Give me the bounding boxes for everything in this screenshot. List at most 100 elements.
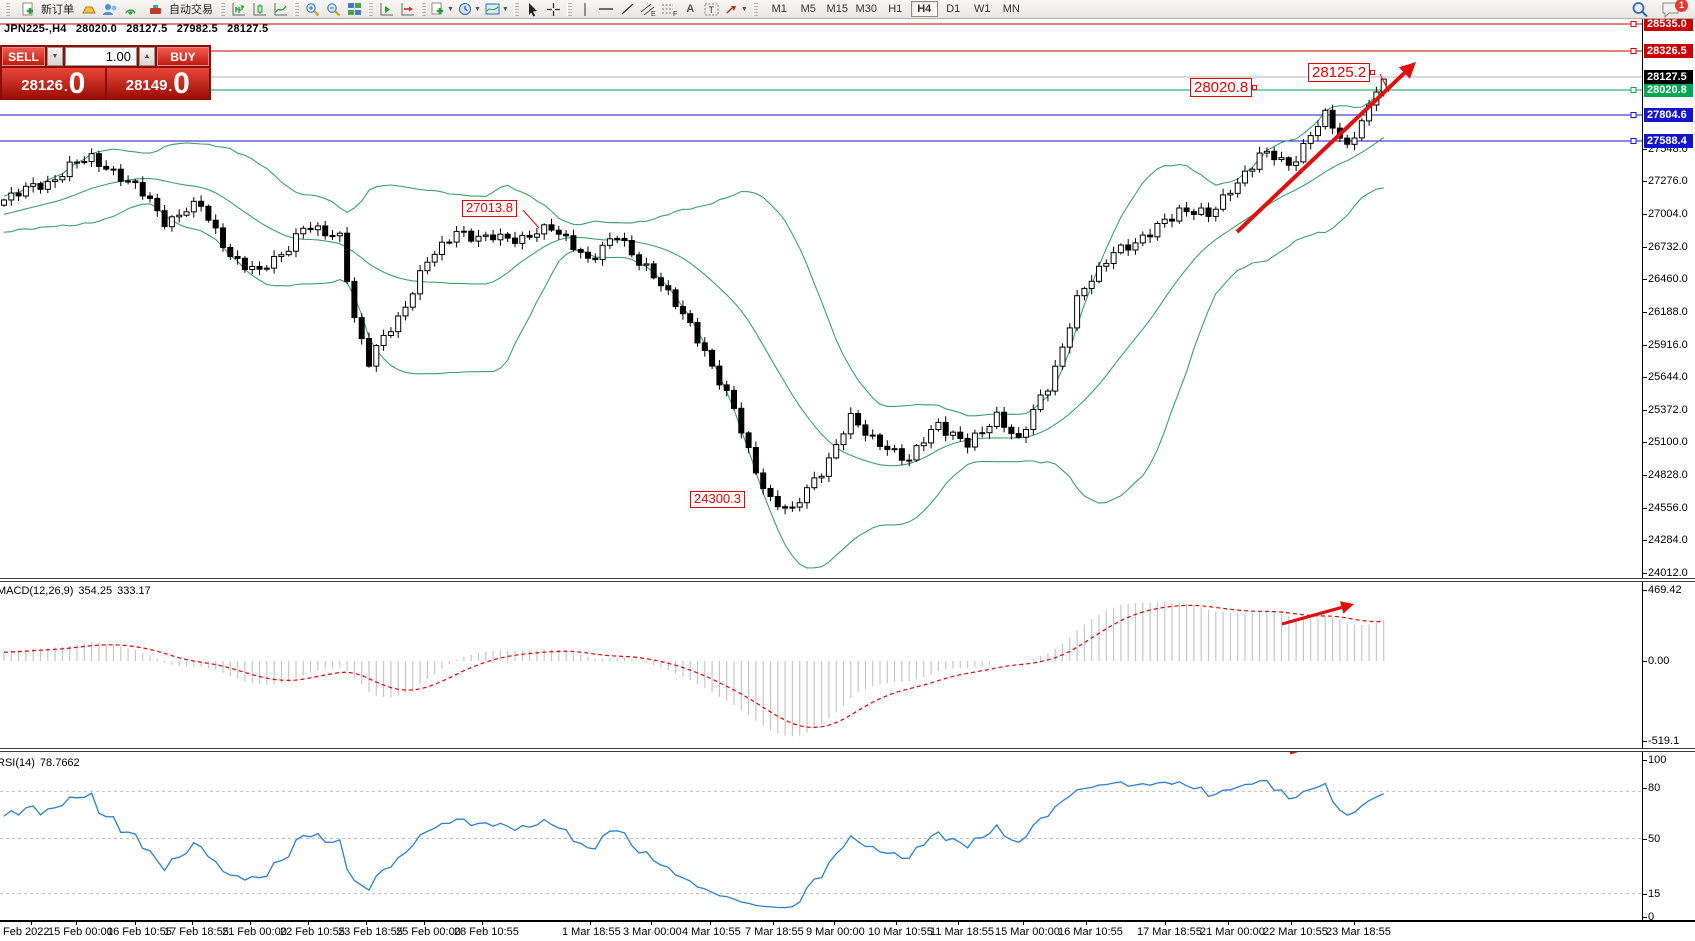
timeframe-button-d1[interactable]: D1 xyxy=(946,3,961,15)
toolbar-grip[interactable] xyxy=(513,2,519,16)
time-tick-mark xyxy=(250,920,251,925)
time-tick-mark xyxy=(1165,920,1166,925)
timeframe-button-h4[interactable]: H4 xyxy=(910,1,938,17)
fibonacci-icon[interactable]: F xyxy=(660,1,679,18)
rsi-tick-label: 100 xyxy=(1648,754,1667,766)
signals-icon[interactable] xyxy=(121,1,140,18)
toolbar-grip[interactable] xyxy=(368,2,373,16)
toolbar-grip[interactable] xyxy=(752,2,758,16)
hline-price-badge[interactable]: 28535.0 xyxy=(1644,17,1693,31)
bollinger-up xyxy=(3,86,1385,417)
candlestick-chart-icon[interactable] xyxy=(250,1,269,18)
new-order-button[interactable]: 新订单 xyxy=(13,1,78,18)
timeframe-button-m1[interactable]: M1 xyxy=(771,3,787,15)
timeframe-button-m30[interactable]: M30 xyxy=(855,3,877,15)
price-annotation[interactable]: 24300.3 xyxy=(690,491,745,508)
vertical-line-icon[interactable] xyxy=(576,1,595,18)
price-annotation[interactable]: 28125.2 xyxy=(1308,63,1376,83)
current-price-badge: 28127.5 xyxy=(1644,70,1693,84)
bar-chart-icon[interactable] xyxy=(229,1,248,18)
time-tick-label: 17 Mar 18:55 xyxy=(1137,926,1202,938)
trend-arrow[interactable] xyxy=(1235,62,1416,234)
text-icon[interactable]: A xyxy=(686,3,695,15)
trend-arrow[interactable] xyxy=(1289,752,1362,755)
toolbar-grip[interactable] xyxy=(294,2,299,16)
hline-price-badge[interactable]: 28326.5 xyxy=(1644,44,1693,58)
line-handle[interactable] xyxy=(1630,138,1637,144)
toolbar-grip[interactable] xyxy=(566,2,572,16)
toolbar-grip[interactable] xyxy=(220,2,225,16)
price-annotation[interactable]: 28020.8 xyxy=(1190,78,1258,98)
buy-price-int: 28149 xyxy=(125,77,168,94)
volume-increase-button[interactable]: ▲ xyxy=(139,47,155,66)
equidistant-channel-icon[interactable]: E xyxy=(639,1,658,18)
timeframe-button-w1[interactable]: W1 xyxy=(974,3,991,15)
symbol-period-label: JPN225-,H4 xyxy=(4,23,67,35)
rsi-tick-label: 15 xyxy=(1648,888,1661,900)
trendline-icon[interactable] xyxy=(618,1,637,18)
timeframe-button-m5[interactable]: M5 xyxy=(800,3,816,15)
macd-tick-mark xyxy=(1642,661,1647,662)
open-value: 28020.0 xyxy=(75,23,117,35)
annotation-handle[interactable] xyxy=(1370,69,1376,75)
time-tick-label: 7 Mar 18:55 xyxy=(745,926,804,938)
toolbar-right: 1 xyxy=(1629,0,1693,18)
price-annotation[interactable]: 27013.8 xyxy=(462,200,517,217)
auto-scroll-icon[interactable] xyxy=(377,1,396,18)
arrows-tool-icon[interactable]: ▼ xyxy=(723,1,749,18)
panel-separator[interactable] xyxy=(0,578,1695,582)
search-icon[interactable] xyxy=(1630,1,1650,18)
hline-price-badge[interactable]: 27588.4 xyxy=(1644,134,1693,148)
time-tick-label: 22 Mar 10:55 xyxy=(1263,926,1328,938)
price-axis-line xyxy=(1642,19,1643,922)
zoom-out-icon[interactable] xyxy=(324,1,343,18)
line-handle[interactable] xyxy=(1630,21,1637,27)
cursor-icon[interactable] xyxy=(523,1,542,18)
community-icon[interactable] xyxy=(100,1,119,18)
time-tick-label: 15 Feb 00:00 xyxy=(48,926,113,938)
timeframe-button-m15[interactable]: M15 xyxy=(826,3,848,15)
gold-market-icon[interactable] xyxy=(79,1,98,18)
hline-price-badge[interactable]: 27804.6 xyxy=(1644,108,1693,122)
panel-separator[interactable] xyxy=(0,748,1695,752)
line-handle[interactable] xyxy=(1630,48,1637,54)
zoom-in-icon[interactable] xyxy=(303,1,322,18)
timeframe-button-h1[interactable]: H1 xyxy=(888,3,903,15)
tile-windows-icon[interactable] xyxy=(345,1,364,18)
main-toolbar: 新订单 自动交易 ▼ ▼ ▼ E F A T ▼ M1 M5 M15 M30 H1 H4 D… xyxy=(0,0,1695,19)
autotrading-button[interactable]: 自动交易 xyxy=(141,1,217,18)
toolbar-grip[interactable] xyxy=(421,2,426,16)
timeframe-button-mn[interactable]: MN xyxy=(1002,3,1020,15)
buy-price-display[interactable]: 28149. 0 xyxy=(106,68,209,99)
price-tick-mark xyxy=(1642,344,1647,346)
hline-price-badge[interactable]: 28020.8 xyxy=(1644,83,1693,97)
price-tick-mark xyxy=(1642,213,1647,215)
volume-input[interactable]: 1.00 xyxy=(65,47,137,66)
volume-decrease-button[interactable]: ▼ xyxy=(47,47,63,66)
chart-shift-icon[interactable] xyxy=(398,1,417,18)
macd-title: MACD(12,26,9) xyxy=(0,585,74,597)
line-handle[interactable] xyxy=(1630,112,1637,118)
macd-tick-label: 469.42 xyxy=(1648,584,1682,596)
templates-icon[interactable]: ▼ xyxy=(484,1,510,18)
sell-price-display[interactable]: 28126. 0 xyxy=(2,68,105,99)
line-chart-icon[interactable] xyxy=(271,1,290,18)
annotation-handle[interactable] xyxy=(1252,84,1258,90)
buy-button[interactable]: BUY xyxy=(157,47,209,66)
periods-icon[interactable]: ▼ xyxy=(457,1,482,18)
sell-price-int: 28126 xyxy=(21,77,63,94)
time-tick-mark xyxy=(31,920,32,925)
new-chart-icon[interactable]: ▼ xyxy=(430,1,455,18)
notifications-icon[interactable]: 1 xyxy=(1660,0,1688,18)
price-chart[interactable] xyxy=(0,19,1642,578)
rsi-title: RSI(14) xyxy=(0,757,35,769)
macd-panel[interactable] xyxy=(0,582,1642,748)
trend-arrow[interactable] xyxy=(1281,601,1354,626)
crosshair-icon[interactable] xyxy=(544,1,563,18)
horizontal-line-icon[interactable] xyxy=(597,1,616,18)
text-label-icon[interactable]: T xyxy=(702,1,721,18)
sell-button[interactable]: SELL xyxy=(2,47,45,66)
toolbar-grip[interactable] xyxy=(5,2,10,16)
rsi-panel[interactable] xyxy=(0,752,1642,920)
line-handle[interactable] xyxy=(1630,87,1637,93)
